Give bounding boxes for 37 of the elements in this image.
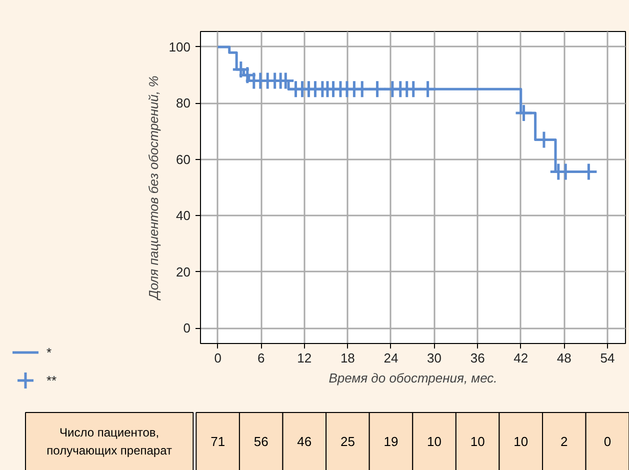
x-tick-label: 24	[384, 350, 398, 366]
legend-label: **	[46, 373, 57, 388]
legend-label: *	[46, 345, 52, 360]
point	[232, 60, 250, 79]
y-tick-label: 60	[176, 152, 191, 167]
point	[238, 66, 257, 84]
point	[418, 80, 438, 98]
y-tick-label: 80	[176, 96, 191, 111]
x-tick-label: 18	[340, 350, 355, 366]
y-axis-title: Доля пациентов без обострений, %	[146, 76, 161, 302]
x-tick-label: 54	[600, 350, 615, 366]
x-axis-title: Время до обострения, мес.	[328, 370, 498, 386]
x-tick-label: 30	[427, 350, 442, 366]
text: 19	[384, 434, 398, 449]
x-tick-label: 12	[297, 350, 312, 366]
y-tick-label: 100	[168, 39, 191, 54]
y-tick-label: 40	[176, 208, 191, 224]
text: 46	[297, 434, 312, 449]
text: 0	[604, 434, 612, 449]
x-tick-label: 36	[470, 350, 485, 366]
text: 10	[470, 434, 485, 449]
point	[404, 80, 423, 98]
x-tick-label: 0	[214, 350, 222, 366]
text: 10	[427, 434, 442, 449]
text: 71	[210, 434, 226, 449]
x-tick-label: 42	[514, 350, 528, 366]
x-tick-label: 6	[257, 350, 265, 366]
text: 2	[560, 434, 568, 449]
point	[368, 80, 387, 98]
y-tick-label: 20	[176, 264, 191, 280]
point	[514, 104, 534, 122]
text: 25	[340, 434, 355, 449]
y-tick-label: 0	[183, 320, 191, 336]
x-tick-label: 48	[556, 350, 572, 366]
text: 56	[254, 434, 268, 449]
text: 10	[514, 434, 528, 449]
text: Число пациентов, получающих препарат	[46, 425, 173, 458]
